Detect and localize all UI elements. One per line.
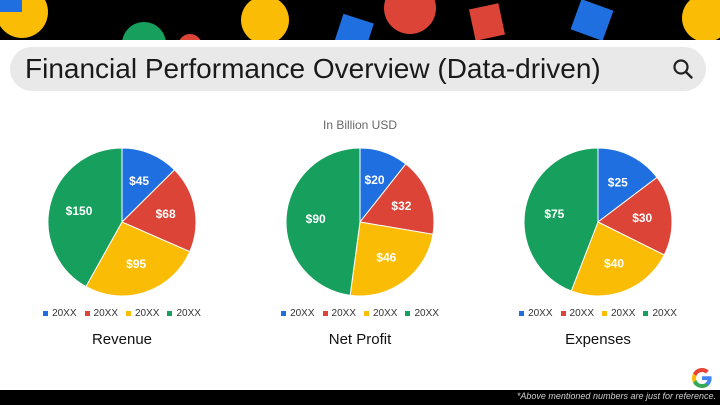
net-profit-data-label-0: $20 bbox=[365, 173, 385, 187]
net-profit-legend-label-2: 20XX bbox=[373, 308, 398, 319]
revenue-data-label-3: $150 bbox=[66, 204, 93, 218]
bottom-band bbox=[0, 390, 720, 405]
footnote: *Above mentioned numbers are just for re… bbox=[516, 391, 716, 401]
revenue-legend-item-0: 20XX bbox=[43, 308, 77, 319]
net-profit-legend-label-1: 20XX bbox=[331, 308, 356, 319]
pie-chart-revenue: $45 $68 $95 $150 bbox=[47, 147, 197, 297]
expenses-data-label-0: $25 bbox=[608, 175, 628, 189]
revenue-slice-1 bbox=[121, 169, 197, 253]
chart-title-expenses: Expenses bbox=[565, 331, 631, 348]
revenue-legend-swatch-0 bbox=[43, 311, 49, 316]
revenue-slice-0 bbox=[121, 147, 176, 224]
revenue-data-label-0: $45 bbox=[129, 174, 149, 188]
net-profit-legend-item-3: 20XX bbox=[405, 308, 439, 319]
expenses-legend-swatch-2 bbox=[602, 311, 607, 316]
pie-chart-expenses: $25 $30 $40 $75 bbox=[523, 147, 673, 297]
expenses-legend-label-0: 20XX bbox=[528, 308, 553, 319]
revenue-legend-label-2: 20XX bbox=[135, 308, 160, 319]
revenue-legend-swatch-3 bbox=[167, 311, 173, 316]
expenses-data-label-2: $40 bbox=[604, 256, 624, 270]
net-profit-legend-swatch-0 bbox=[281, 311, 287, 316]
legend-expenses: 20XX 20XX 20XX 20XX bbox=[478, 308, 718, 319]
revenue-legend-item-3: 20XX bbox=[167, 308, 201, 319]
chart-title-net-profit: Net Profit bbox=[328, 331, 392, 348]
expenses-legend-item-2: 20XX bbox=[602, 308, 635, 319]
expenses-legend-swatch-1 bbox=[560, 311, 566, 316]
net-profit-legend-item-1: 20XX bbox=[322, 308, 356, 319]
net-profit-legend-swatch-2 bbox=[364, 311, 369, 316]
expenses-legend-label-2: 20XX bbox=[611, 308, 636, 319]
revenue-legend-label-0: 20XX bbox=[52, 308, 77, 319]
expenses-legend-label-1: 20XX bbox=[569, 308, 594, 319]
net-profit-legend-swatch-1 bbox=[322, 311, 328, 316]
expenses-legend-item-0: 20XX bbox=[519, 308, 553, 319]
net-profit-legend-label-3: 20XX bbox=[414, 308, 439, 319]
net-profit-legend-item-0: 20XX bbox=[281, 308, 315, 319]
expenses-legend-item-3: 20XX bbox=[643, 308, 677, 319]
unit-note: In Billion USD bbox=[322, 118, 398, 132]
revenue-slice-3 bbox=[47, 147, 123, 288]
revenue-legend-swatch-1 bbox=[84, 311, 90, 316]
revenue-legend-label-1: 20XX bbox=[93, 308, 118, 319]
search-icon[interactable] bbox=[672, 58, 694, 80]
expenses-legend-swatch-3 bbox=[643, 311, 649, 316]
net-profit-legend-item-2: 20XX bbox=[364, 308, 397, 319]
decorative-shapes bbox=[0, 0, 720, 40]
revenue-data-label-1: $68 bbox=[156, 207, 176, 221]
expenses-legend-swatch-0 bbox=[519, 311, 525, 316]
legend-revenue: 20XX 20XX 20XX 20XX bbox=[2, 308, 242, 319]
revenue-legend-item-2: 20XX bbox=[126, 308, 159, 319]
expenses-legend-item-1: 20XX bbox=[560, 308, 594, 319]
google-g-logo bbox=[692, 368, 712, 388]
net-profit-legend-swatch-3 bbox=[405, 311, 411, 316]
expenses-slice-0 bbox=[597, 147, 658, 224]
expenses-data-label-3: $75 bbox=[544, 207, 564, 221]
revenue-legend-item-1: 20XX bbox=[84, 308, 118, 319]
net-profit-slice-3 bbox=[285, 147, 361, 296]
expenses-legend-label-3: 20XX bbox=[652, 308, 677, 319]
expenses-data-label-1: $30 bbox=[632, 211, 652, 225]
net-profit-legend-label-0: 20XX bbox=[290, 308, 315, 319]
net-profit-slice-1 bbox=[359, 163, 435, 235]
net-profit-data-label-2: $46 bbox=[376, 251, 396, 265]
revenue-data-label-2: $95 bbox=[126, 257, 146, 271]
pie-chart-net-profit: $20 $32 $46 $90 bbox=[285, 147, 435, 297]
top-decorative-band bbox=[0, 0, 720, 40]
title-search-bar: Financial Performance Overview (Data-dri… bbox=[10, 47, 706, 91]
revenue-legend-swatch-2 bbox=[126, 311, 131, 316]
net-profit-data-label-3: $90 bbox=[306, 212, 326, 226]
chart-title-revenue: Revenue bbox=[91, 331, 153, 348]
expenses-slice-1 bbox=[597, 176, 673, 256]
legend-net-profit: 20XX 20XX 20XX 20XX bbox=[240, 308, 480, 319]
net-profit-slice-2 bbox=[349, 221, 434, 297]
net-profit-data-label-1: $32 bbox=[391, 199, 411, 213]
revenue-legend-label-3: 20XX bbox=[176, 308, 201, 319]
expenses-slice-3 bbox=[523, 147, 599, 292]
expenses-slice-2 bbox=[570, 221, 665, 297]
page-title: Financial Performance Overview (Data-dri… bbox=[25, 53, 601, 84]
